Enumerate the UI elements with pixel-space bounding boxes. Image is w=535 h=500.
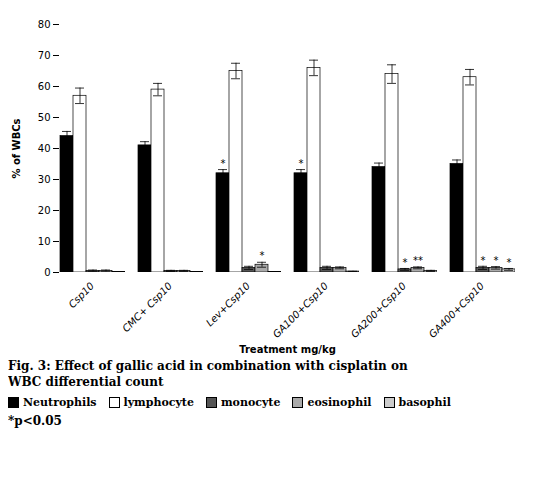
svg-text:10: 10 bbox=[38, 236, 51, 247]
html-text:Neutrophils: Neutrophils bbox=[23, 396, 97, 409]
svg-text:% of WBCs: % of WBCs bbox=[11, 118, 22, 178]
svg-text:GA400+Csp10: GA400+Csp10 bbox=[427, 280, 487, 340]
html-text:basophil: basophil bbox=[398, 396, 451, 409]
svg-text:GA200+Csp10: GA200+Csp10 bbox=[349, 280, 409, 340]
svg-text:*: * bbox=[299, 158, 304, 169]
svg-text:30: 30 bbox=[38, 174, 51, 185]
svg-text:Treatment mg/kg: Treatment mg/kg bbox=[239, 344, 336, 355]
svg-text:*: * bbox=[494, 255, 499, 266]
html-text:WBC differential count: WBC differential count bbox=[8, 375, 164, 389]
html-text:monocyte: monocyte bbox=[220, 396, 281, 409]
svg-text:0: 0 bbox=[44, 267, 50, 278]
svg-text:**: ** bbox=[413, 255, 423, 266]
svg-text:*: * bbox=[507, 257, 512, 268]
svg-text:Csp10: Csp10 bbox=[66, 280, 96, 310]
svg-text:*: * bbox=[221, 158, 226, 169]
svg-text:50: 50 bbox=[38, 112, 51, 123]
svg-text:CMC+ Csp10: CMC+ Csp10 bbox=[120, 280, 174, 334]
svg-text:60: 60 bbox=[38, 81, 51, 92]
svg-text:80: 80 bbox=[38, 19, 51, 30]
svg-text:Lev+Csp10: Lev+Csp10 bbox=[204, 280, 252, 328]
svg-text:70: 70 bbox=[38, 50, 51, 61]
html-text:Fig. 3: Effect of gallic acid: Fig. 3: Effect of gallic acid in combina… bbox=[8, 359, 408, 373]
svg-text:20: 20 bbox=[38, 205, 51, 216]
svg-text:*: * bbox=[481, 254, 486, 265]
html-text:eosinophil: eosinophil bbox=[307, 396, 372, 409]
svg-text:*: * bbox=[403, 257, 408, 268]
svg-text:40: 40 bbox=[38, 143, 51, 154]
html-text:lymphocyte: lymphocyte bbox=[123, 396, 194, 409]
svg-text:*: * bbox=[260, 250, 265, 261]
html-text:*p<0.05: *p<0.05 bbox=[8, 414, 62, 428]
svg-text:GA100+Csp10: GA100+Csp10 bbox=[271, 280, 331, 340]
